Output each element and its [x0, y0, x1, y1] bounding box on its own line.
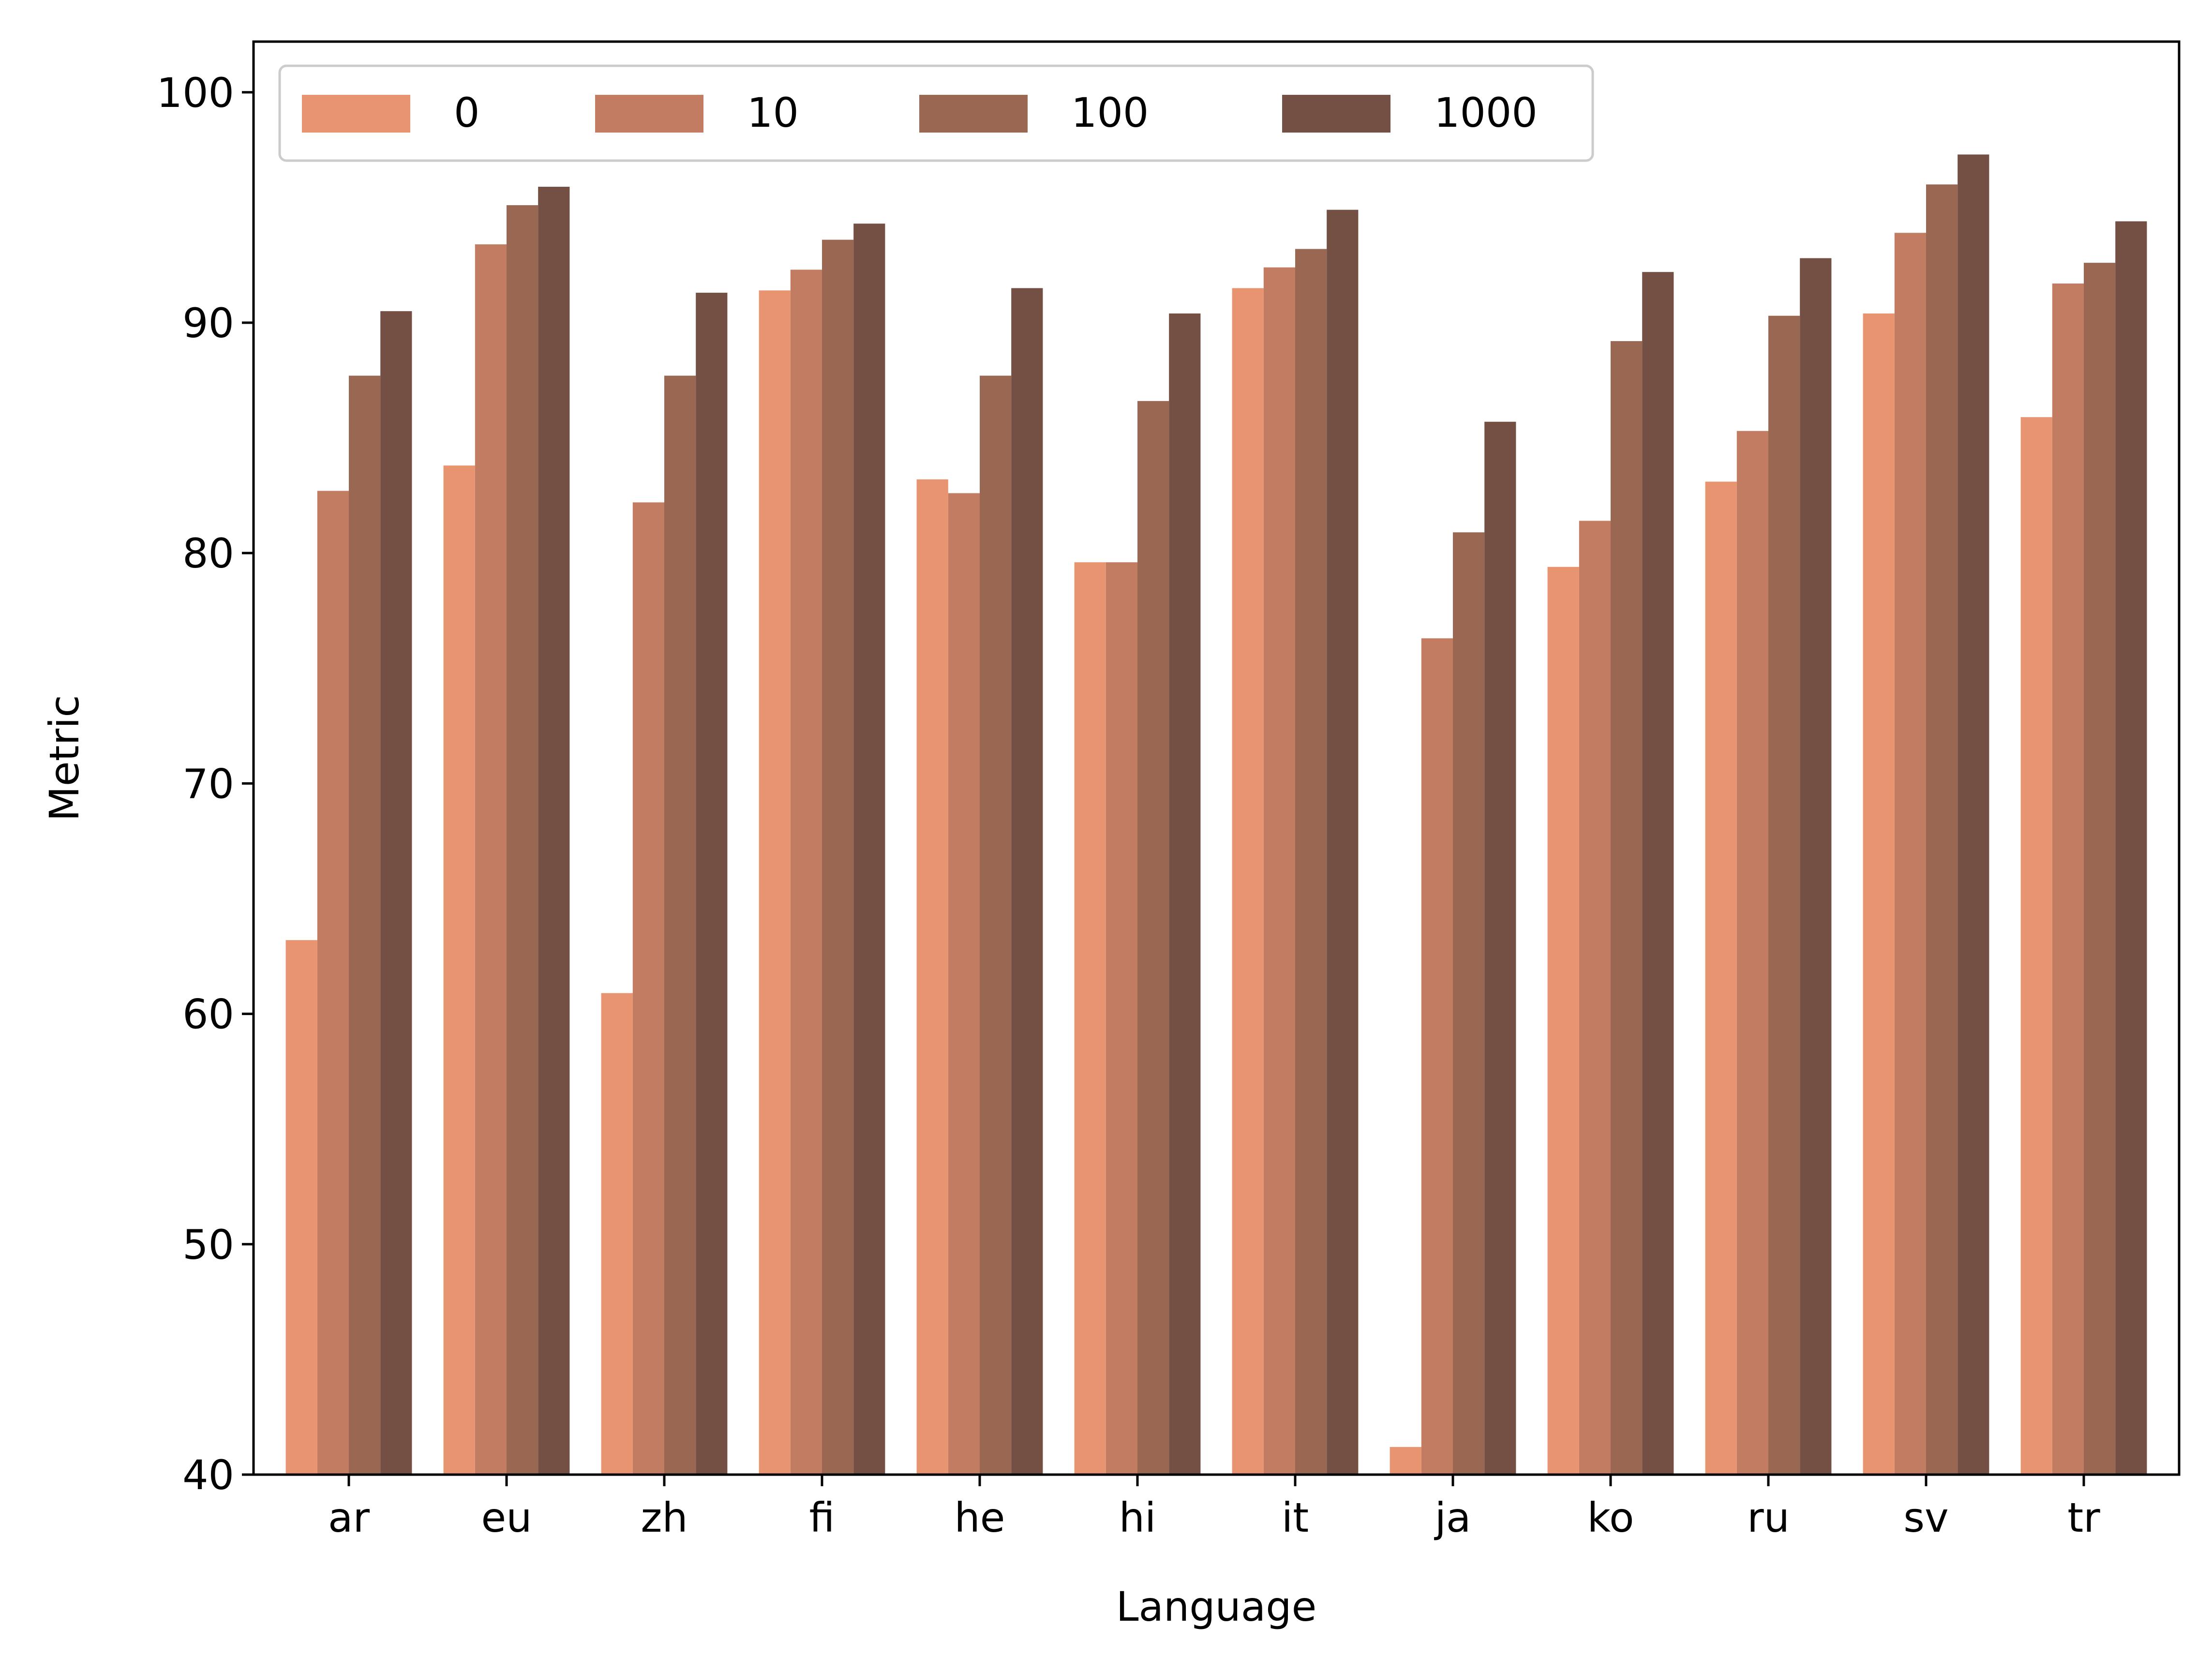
bar-sv-series-0 — [1863, 313, 1895, 1475]
bar-ja-series-0 — [1390, 1447, 1421, 1475]
bar-he-series-0 — [916, 479, 948, 1475]
bar-hi-series-100 — [1137, 401, 1169, 1475]
bar-ja-series-1000 — [1484, 421, 1516, 1475]
y-tick-label: 50 — [182, 1221, 234, 1269]
bar-tr-series-1000 — [2115, 221, 2147, 1475]
y-tick-label: 90 — [182, 299, 234, 347]
x-tick-label-tr: tr — [2067, 1494, 2100, 1541]
bar-he-series-100 — [980, 375, 1012, 1475]
y-tick-label: 60 — [182, 991, 234, 1038]
bar-zh-series-10 — [632, 502, 664, 1475]
x-tick-label-hi: hi — [1119, 1494, 1156, 1541]
x-tick-label-fi: fi — [809, 1494, 835, 1541]
bar-ru-series-10 — [1736, 431, 1768, 1475]
bar-hi-series-10 — [1106, 562, 1137, 1475]
bar-fi-series-1000 — [853, 224, 885, 1475]
x-axis: ar eu zh fi he hi it ja ko ru sv tr — [328, 1475, 2100, 1541]
bar-ko-series-1000 — [1642, 272, 1674, 1475]
y-axis-title: Metric — [41, 695, 88, 821]
bar-sv-series-100 — [1926, 184, 1958, 1475]
bar-fi-series-10 — [790, 269, 822, 1475]
x-tick-label-ja: ja — [1434, 1494, 1471, 1541]
x-tick-label-it: it — [1282, 1494, 1309, 1541]
x-tick-label-he: he — [955, 1494, 1005, 1541]
bar-hi-series-0 — [1074, 562, 1106, 1475]
x-tick-label-zh: zh — [641, 1494, 688, 1541]
legend-label-0: 0 — [454, 89, 479, 136]
legend-label-1000: 1000 — [1434, 89, 1538, 136]
bar-zh-series-1000 — [696, 293, 728, 1475]
bar-eu-series-1000 — [538, 187, 570, 1475]
bar-sv-series-10 — [1894, 233, 1926, 1475]
bar-sv-series-1000 — [1958, 154, 1989, 1475]
bar-eu-series-10 — [475, 244, 507, 1475]
x-tick-label-ru: ru — [1747, 1494, 1790, 1541]
legend-label-100: 100 — [1071, 89, 1149, 136]
x-tick-label-ar: ar — [328, 1494, 370, 1541]
bar-ru-series-100 — [1768, 315, 1800, 1475]
bar-ru-series-1000 — [1800, 258, 1832, 1475]
legend-swatch-100 — [919, 95, 1028, 133]
legend-swatch-1000 — [1282, 95, 1390, 133]
bar-ko-series-10 — [1579, 521, 1611, 1475]
bar-zh-series-100 — [664, 375, 696, 1475]
bar-tr-series-10 — [2052, 284, 2084, 1475]
bar-tr-series-0 — [2020, 417, 2052, 1475]
bar-ja-series-100 — [1453, 532, 1485, 1475]
y-tick-label: 80 — [182, 530, 234, 577]
bar-it-series-10 — [1263, 267, 1295, 1475]
legend: 0 10 100 1000 — [278, 64, 1594, 162]
y-tick-label: 40 — [182, 1451, 234, 1499]
bar-it-series-100 — [1295, 249, 1327, 1475]
legend-label-10: 10 — [747, 89, 799, 136]
legend-swatch-10 — [595, 95, 703, 133]
bar-he-series-10 — [948, 493, 980, 1475]
bars-group — [285, 154, 2147, 1475]
bar-eu-series-100 — [507, 205, 538, 1475]
bar-hi-series-1000 — [1169, 313, 1201, 1475]
bar-fi-series-100 — [822, 239, 854, 1475]
bar-tr-series-100 — [2084, 263, 2116, 1475]
bar-ar-series-100 — [349, 375, 381, 1475]
x-tick-label-sv: sv — [1903, 1494, 1948, 1541]
bar-ar-series-1000 — [380, 311, 412, 1475]
bar-ar-series-0 — [285, 940, 317, 1475]
bar-ar-series-10 — [317, 491, 349, 1475]
bar-fi-series-0 — [759, 290, 791, 1475]
x-tick-label-ko: ko — [1587, 1494, 1634, 1541]
plot-frame — [252, 40, 2181, 1476]
x-axis-title: Language — [1116, 1583, 1317, 1630]
bar-ko-series-100 — [1611, 341, 1643, 1475]
bar-he-series-1000 — [1011, 288, 1043, 1475]
x-tick-label-eu: eu — [481, 1494, 532, 1541]
bar-eu-series-0 — [443, 465, 475, 1475]
y-tick-label: 70 — [182, 760, 234, 807]
bar-ru-series-0 — [1705, 481, 1737, 1475]
y-axis: 40 50 60 70 80 90 100 — [157, 69, 254, 1499]
y-tick-label: 100 — [157, 69, 234, 117]
bar-ja-series-10 — [1421, 638, 1453, 1475]
bar-it-series-1000 — [1327, 209, 1359, 1475]
legend-swatch-0 — [302, 95, 410, 133]
bar-it-series-0 — [1232, 288, 1264, 1475]
bar-zh-series-0 — [601, 993, 633, 1475]
bar-ko-series-0 — [1547, 567, 1579, 1475]
